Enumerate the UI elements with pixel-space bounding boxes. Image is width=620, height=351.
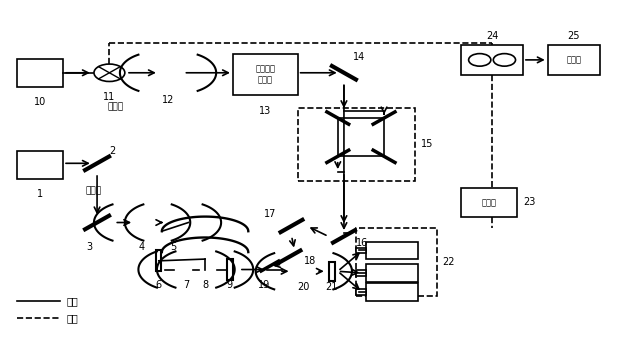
Text: 15: 15 xyxy=(421,139,433,149)
Bar xyxy=(356,247,366,253)
Text: 22: 22 xyxy=(443,257,455,267)
Text: 探测光: 探测光 xyxy=(107,102,123,111)
Text: 9: 9 xyxy=(227,280,233,290)
Text: 采集卡: 采集卡 xyxy=(482,198,497,207)
Text: 17: 17 xyxy=(264,209,276,219)
Bar xyxy=(17,151,63,179)
Bar xyxy=(366,284,418,301)
Text: 7: 7 xyxy=(184,280,190,290)
Bar xyxy=(227,259,233,280)
Text: 5: 5 xyxy=(170,241,176,252)
Bar xyxy=(356,270,366,276)
Text: 4: 4 xyxy=(139,241,145,252)
Text: 6: 6 xyxy=(156,280,162,290)
Text: 14: 14 xyxy=(353,52,365,62)
Text: 24: 24 xyxy=(486,32,498,41)
Bar xyxy=(356,289,366,295)
Bar xyxy=(366,264,418,282)
Bar xyxy=(547,45,600,74)
Text: 11: 11 xyxy=(104,92,115,102)
Text: 线性电动
平移台: 线性电动 平移台 xyxy=(255,65,275,84)
Text: 10: 10 xyxy=(34,97,46,107)
Bar xyxy=(329,262,335,281)
Text: 19: 19 xyxy=(257,280,270,290)
Bar xyxy=(17,59,63,87)
Bar xyxy=(366,241,418,259)
Text: 1: 1 xyxy=(37,190,43,199)
Text: 16: 16 xyxy=(356,238,368,249)
Bar xyxy=(461,188,516,217)
Text: 光路: 光路 xyxy=(66,296,78,306)
Bar xyxy=(356,228,436,296)
Text: 25: 25 xyxy=(568,32,580,41)
Text: 计算机: 计算机 xyxy=(566,55,582,64)
Text: 2: 2 xyxy=(109,146,116,156)
Text: 21: 21 xyxy=(326,282,338,292)
Text: 18: 18 xyxy=(304,256,316,266)
Text: 8: 8 xyxy=(202,280,208,290)
Bar xyxy=(461,45,523,74)
Text: 电路: 电路 xyxy=(66,313,78,323)
Text: 泵浦光: 泵浦光 xyxy=(86,186,102,195)
Bar xyxy=(298,108,415,181)
Bar xyxy=(233,54,298,95)
Bar xyxy=(156,250,161,271)
Text: 12: 12 xyxy=(162,95,174,105)
Text: 13: 13 xyxy=(259,106,272,116)
Text: 20: 20 xyxy=(298,282,310,292)
Text: 23: 23 xyxy=(523,198,535,207)
Text: 3: 3 xyxy=(87,241,93,252)
